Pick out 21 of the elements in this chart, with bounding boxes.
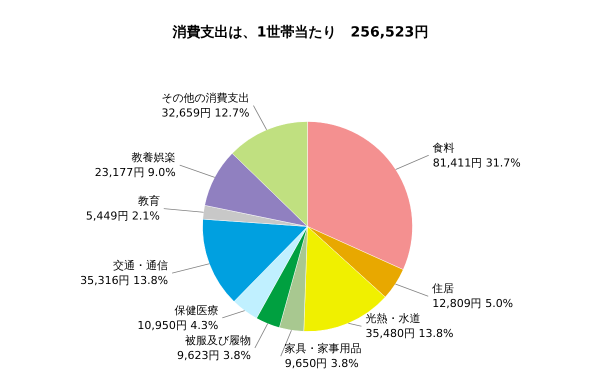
chart-title: 消費支出は、1世帯当たり 256,523円 <box>172 24 428 40</box>
slice-label: 交通・通信 <box>113 259 168 272</box>
data-label: 35,480円 13.8% <box>365 327 454 340</box>
data-label: 32,659円 12.7% <box>162 106 250 120</box>
slice-label: 光熱・水道 <box>365 312 420 326</box>
slice-label: 教養娯楽 <box>132 151 176 164</box>
slice-label: 食料 <box>432 141 455 154</box>
data-label: 81,411円 31.7% <box>432 156 521 170</box>
slice-label: 家具・家事用品 <box>284 342 362 356</box>
data-label: 35,316円 13.8% <box>80 274 168 288</box>
slice-label: 被服及び履物 <box>184 334 251 347</box>
data-label: 9,650円 3.8% <box>284 357 359 370</box>
slice-label: 住居 <box>432 282 454 296</box>
data-label: 12,809円 5.0% <box>432 297 514 310</box>
slice-label: 教育 <box>138 194 160 208</box>
data-label: 5,449円 2.1% <box>86 210 160 223</box>
slice-label: その他の消費支出 <box>161 92 250 105</box>
data-label: 10,950円 4.3% <box>137 318 218 332</box>
data-label: 9,623円 3.8% <box>176 348 251 362</box>
data-label: 23,177円 9.0% <box>94 166 176 180</box>
slice-label: 保健医療 <box>174 304 218 317</box>
